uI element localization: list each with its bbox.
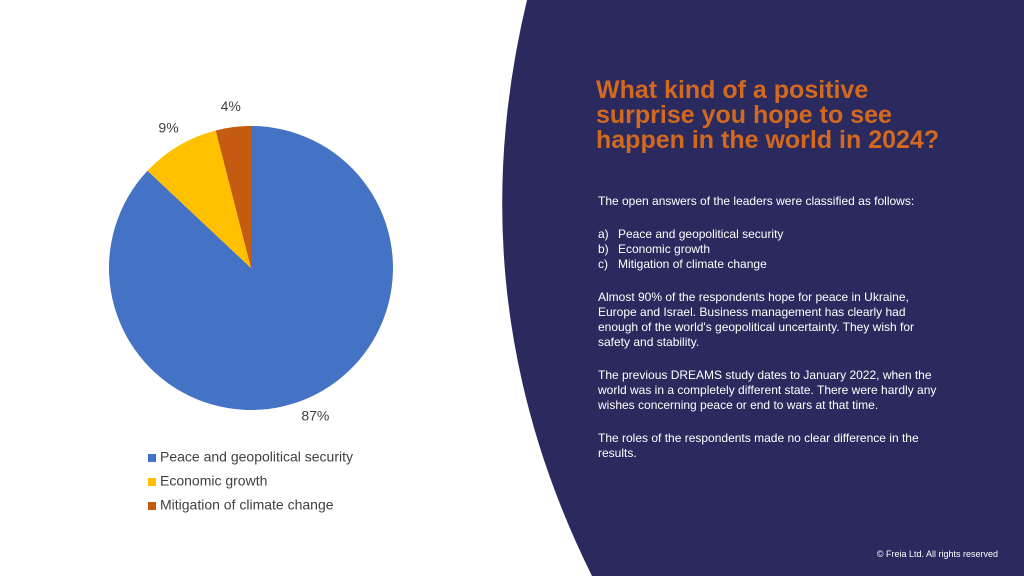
- data-label: 9%: [158, 119, 178, 135]
- list-text: Peace and geopolitical security: [618, 227, 784, 241]
- title-line: happen in the world in 2024?: [596, 126, 940, 154]
- slide-body: The open answers of the leaders were cla…: [598, 194, 948, 479]
- pie-chart: 87% 9% 4% Peace and geopolitical security Ec…: [108, 98, 393, 513]
- pie-slice: [215, 126, 251, 268]
- list-marker: c): [598, 257, 608, 271]
- list-text: Economic growth: [618, 242, 711, 256]
- intro: The open answers of the leaders were cla…: [598, 194, 915, 208]
- list: a) Peace and geopolitical security b) Econo…: [598, 227, 948, 272]
- legend-swatch: [148, 502, 156, 510]
- footer: © Freia Ltd. All rights reserved: [876, 549, 998, 559]
- data-label: 4%: [221, 98, 241, 114]
- legend-label: Mitigation of climate change: [160, 497, 334, 513]
- title-line: surprise you hope to see: [596, 101, 892, 129]
- list-marker: b): [598, 242, 609, 256]
- list-text: Mitigation of climate change: [618, 257, 767, 271]
- list-item: c) Mitigation of climate change: [598, 257, 948, 272]
- slide-title: What kind of a positive surprise you hope…: [596, 78, 939, 153]
- panel-background: [502, 0, 1024, 576]
- list-item: b) Economic growth: [598, 242, 948, 257]
- title-line: What kind of a positive: [596, 76, 869, 104]
- list-marker: a): [598, 227, 609, 241]
- legend-label: Economic growth: [160, 473, 267, 489]
- paragraphs: Almost 90% of the respondents hope for p…: [598, 290, 948, 461]
- paragraph: The roles of the respondents made no cle…: [598, 431, 919, 460]
- pie-slice: [147, 130, 251, 268]
- legend-label: Peace and geopolitical security: [160, 449, 353, 465]
- legend-swatch: [148, 478, 156, 486]
- list-item: a) Peace and geopolitical security: [598, 227, 948, 242]
- paragraph: Almost 90% of the respondents hope for p…: [598, 290, 915, 349]
- paragraph: The previous DREAMS study dates to Janua…: [598, 368, 937, 412]
- legend-swatch: [148, 454, 156, 462]
- pie-slice: [108, 126, 393, 410]
- data-label: 87%: [301, 407, 329, 423]
